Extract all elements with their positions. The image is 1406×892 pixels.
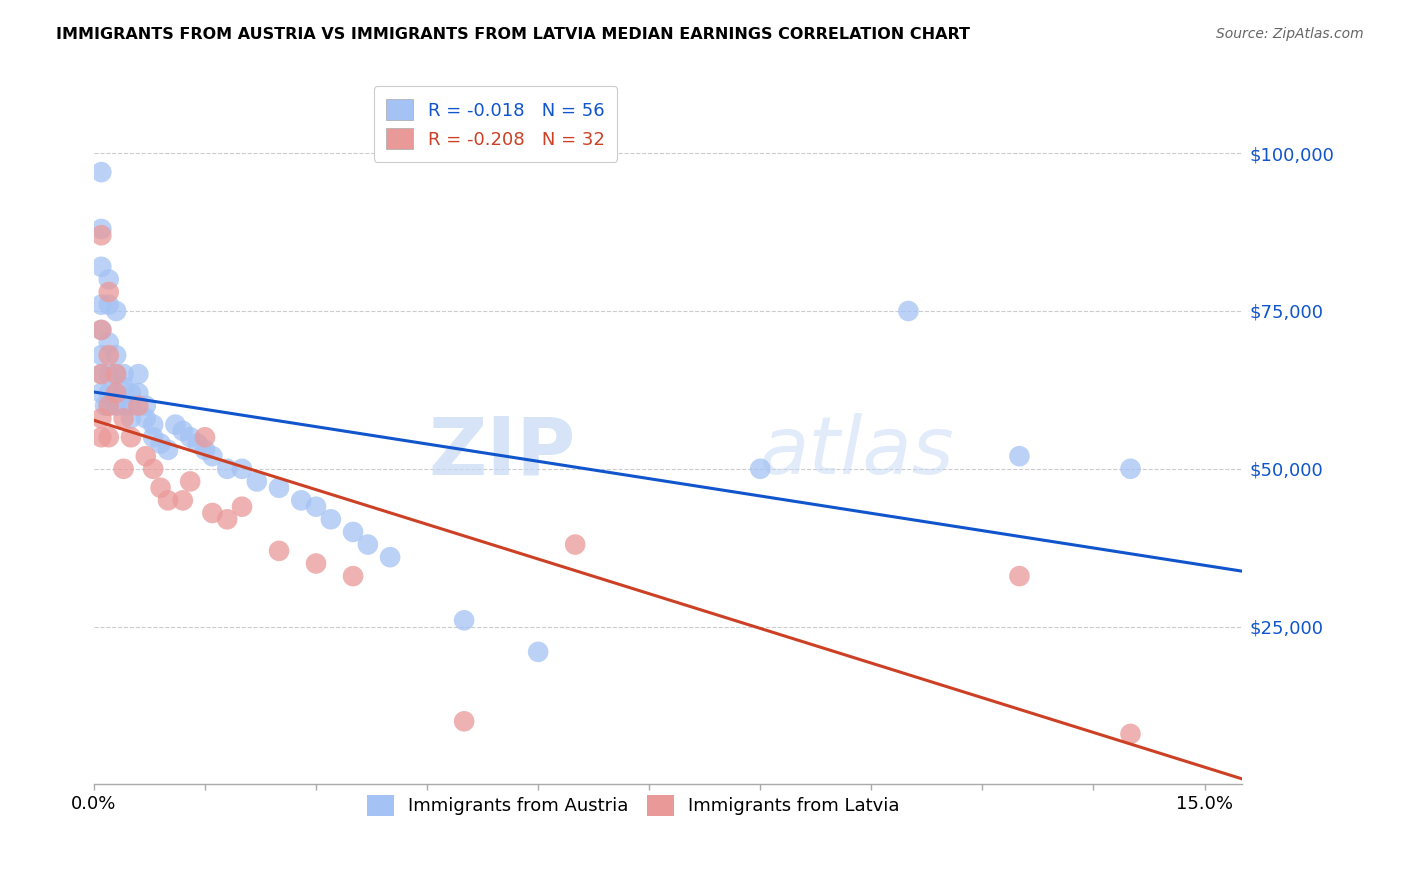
Point <box>165 417 187 432</box>
Point <box>90 323 112 337</box>
Point <box>135 399 157 413</box>
Point <box>112 411 135 425</box>
Point <box>142 430 165 444</box>
Point <box>527 645 550 659</box>
Point <box>90 348 112 362</box>
Point <box>105 367 128 381</box>
Point <box>149 436 172 450</box>
Point <box>97 367 120 381</box>
Point <box>194 430 217 444</box>
Point <box>187 436 209 450</box>
Point <box>90 386 112 401</box>
Text: Source: ZipAtlas.com: Source: ZipAtlas.com <box>1216 27 1364 41</box>
Point <box>290 493 312 508</box>
Point <box>564 537 586 551</box>
Point <box>149 481 172 495</box>
Point <box>142 417 165 432</box>
Point <box>120 430 142 444</box>
Point <box>156 493 179 508</box>
Point <box>112 367 135 381</box>
Point <box>172 424 194 438</box>
Point <box>90 367 112 381</box>
Point <box>120 386 142 401</box>
Point <box>90 165 112 179</box>
Point <box>94 399 117 413</box>
Point <box>342 569 364 583</box>
Point <box>105 348 128 362</box>
Point <box>267 544 290 558</box>
Text: IMMIGRANTS FROM AUSTRIA VS IMMIGRANTS FROM LATVIA MEDIAN EARNINGS CORRELATION CH: IMMIGRANTS FROM AUSTRIA VS IMMIGRANTS FR… <box>56 27 970 42</box>
Point <box>142 462 165 476</box>
Point <box>201 449 224 463</box>
Point <box>217 512 239 526</box>
Point <box>127 399 149 413</box>
Point <box>90 367 112 381</box>
Point <box>97 298 120 312</box>
Point <box>179 430 201 444</box>
Point <box>1008 449 1031 463</box>
Point <box>172 493 194 508</box>
Text: atlas: atlas <box>759 413 955 491</box>
Point <box>1119 462 1142 476</box>
Point <box>90 430 112 444</box>
Point <box>97 285 120 299</box>
Point <box>105 386 128 401</box>
Point <box>97 272 120 286</box>
Point <box>1008 569 1031 583</box>
Point <box>112 462 135 476</box>
Point <box>97 335 120 350</box>
Point <box>357 537 380 551</box>
Text: ZIP: ZIP <box>429 413 576 491</box>
Point <box>156 442 179 457</box>
Point <box>179 475 201 489</box>
Point <box>112 399 135 413</box>
Point <box>305 557 328 571</box>
Point <box>194 442 217 457</box>
Point <box>246 475 269 489</box>
Point <box>127 367 149 381</box>
Point <box>90 222 112 236</box>
Point <box>378 550 401 565</box>
Point <box>97 399 120 413</box>
Legend: Immigrants from Austria, Immigrants from Latvia: Immigrants from Austria, Immigrants from… <box>357 786 908 825</box>
Point <box>1119 727 1142 741</box>
Point <box>97 348 120 362</box>
Point <box>749 462 772 476</box>
Point <box>453 613 475 627</box>
Point <box>231 462 253 476</box>
Point <box>127 386 149 401</box>
Point <box>105 367 128 381</box>
Point <box>342 524 364 539</box>
Point <box>120 411 142 425</box>
Point <box>120 399 142 413</box>
Point <box>90 228 112 243</box>
Point <box>90 323 112 337</box>
Point <box>105 386 128 401</box>
Point <box>105 399 128 413</box>
Point <box>135 411 157 425</box>
Point <box>97 430 120 444</box>
Point <box>267 481 290 495</box>
Point <box>319 512 342 526</box>
Point <box>453 714 475 729</box>
Point <box>90 411 112 425</box>
Point <box>135 449 157 463</box>
Point <box>97 386 120 401</box>
Point <box>217 462 239 476</box>
Point <box>112 380 135 394</box>
Point <box>305 500 328 514</box>
Point <box>201 506 224 520</box>
Point <box>90 260 112 274</box>
Point <box>97 399 120 413</box>
Point <box>231 500 253 514</box>
Point <box>90 298 112 312</box>
Point <box>105 304 128 318</box>
Point <box>897 304 920 318</box>
